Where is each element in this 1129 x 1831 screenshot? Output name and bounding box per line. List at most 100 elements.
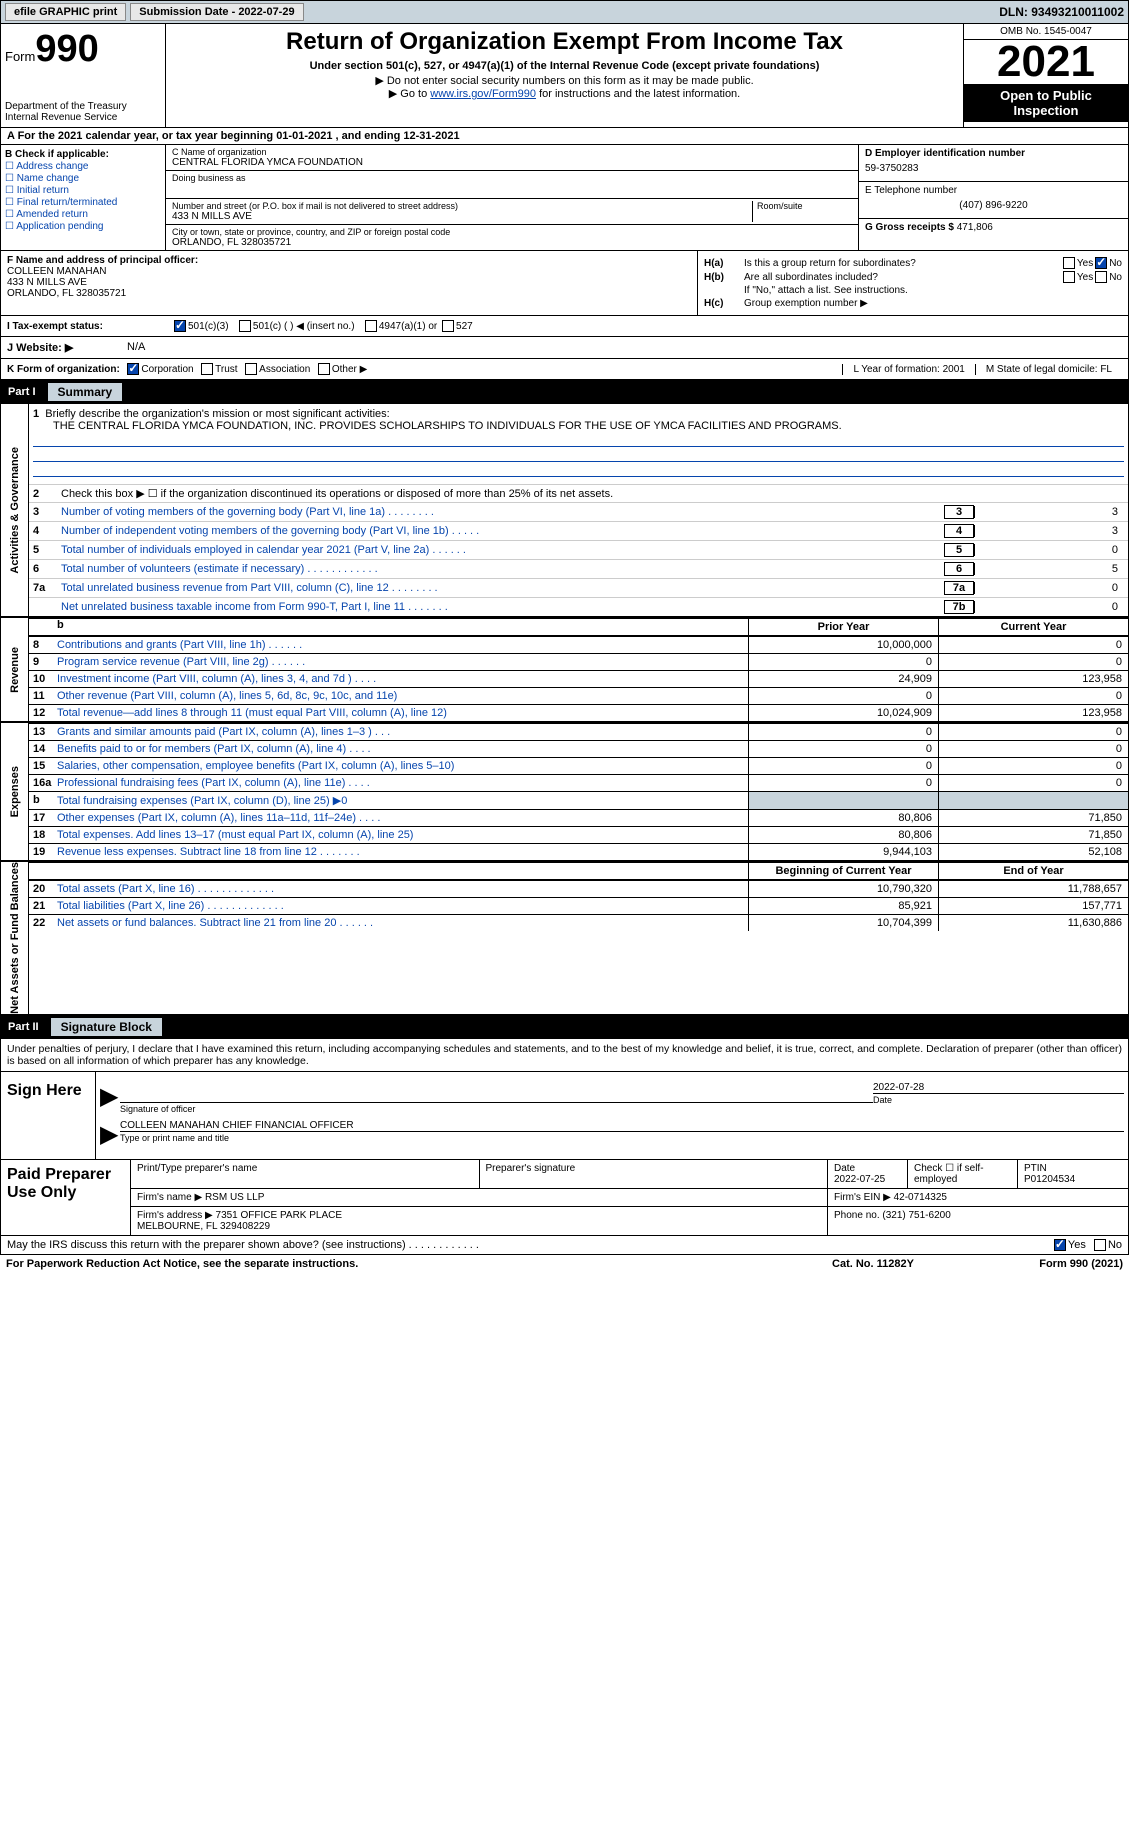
chk-address-change[interactable]: ☐ Address change	[5, 161, 161, 172]
dln-label: DLN: 93493210011002	[999, 5, 1124, 19]
chk-final-return[interactable]: ☐ Final return/terminated	[5, 197, 161, 208]
sig-date-lbl: Date	[873, 1093, 1124, 1105]
footer-right: Form 990 (2021)	[973, 1258, 1123, 1270]
prep-date: Date 2022-07-25	[828, 1160, 908, 1188]
org-name: CENTRAL FLORIDA YMCA FOUNDATION	[172, 157, 852, 168]
year-formation: L Year of formation: 2001	[842, 364, 974, 375]
summary-section: Activities & Governance 1 Briefly descri…	[0, 404, 1129, 1015]
sig-officer-lbl: Signature of officer	[120, 1102, 873, 1114]
dba-lbl: Doing business as	[172, 173, 852, 183]
hb-text: Are all subordinates included?	[744, 272, 1061, 283]
gross-value: 471,806	[957, 222, 993, 233]
org-name-box: C Name of organization CENTRAL FLORIDA Y…	[166, 145, 858, 171]
phone-box: E Telephone number (407) 896-9220	[859, 182, 1128, 219]
col-b-title: B Check if applicable:	[5, 149, 161, 160]
section-bcd: B Check if applicable: ☐ Address change …	[0, 145, 1129, 251]
topbar: efile GRAPHIC print Submission Date - 20…	[0, 0, 1129, 24]
goto-post: for instructions and the latest informat…	[536, 88, 740, 100]
opt-corp: Corporation	[141, 364, 193, 375]
data-line-18: 18Total expenses. Add lines 13–17 (must …	[29, 826, 1128, 843]
row-k-form-org: K Form of organization: Corporation Trus…	[0, 359, 1129, 380]
gross-box: G Gross receipts $ 471,806	[859, 219, 1128, 236]
row-i-tax-status: I Tax-exempt status: 501(c)(3) 501(c) ( …	[0, 316, 1129, 337]
data-line-b: bTotal fundraising expenses (Part IX, co…	[29, 791, 1128, 809]
ein-value: 59-3750283	[865, 159, 1122, 178]
subtitle-2: ▶ Do not enter social security numbers o…	[170, 74, 959, 87]
data-line-21: 21Total liabilities (Part X, line 26) . …	[29, 897, 1128, 914]
form-number: Form990	[5, 28, 161, 71]
chk-assoc[interactable]	[245, 363, 257, 375]
data-line-20: 20Total assets (Part X, line 16) . . . .…	[29, 880, 1128, 897]
irs-label: Internal Revenue Service	[5, 112, 161, 123]
chk-name-change[interactable]: ☐ Name change	[5, 173, 161, 184]
open-to-public: Open to Public Inspection	[964, 84, 1128, 122]
org-name-lbl: C Name of organization	[172, 147, 852, 157]
discuss-yes[interactable]	[1054, 1239, 1066, 1251]
netassets-header: Beginning of Current YearEnd of Year	[29, 862, 1128, 880]
data-line-11: 11Other revenue (Part VIII, column (A), …	[29, 687, 1128, 704]
side-netassets: Net Assets or Fund Balances	[1, 862, 29, 1014]
city-lbl: City or town, state or province, country…	[172, 227, 852, 237]
line7b: Net unrelated business taxable income fr…	[29, 597, 1128, 616]
opt-4947: 4947(a)(1) or	[379, 321, 437, 332]
prep-name-lbl: Print/Type preparer's name	[131, 1160, 480, 1188]
side-revenue: Revenue	[1, 618, 29, 721]
discuss-row: May the IRS discuss this return with the…	[0, 1236, 1129, 1255]
subtitle-1: Under section 501(c), 527, or 4947(a)(1)…	[170, 60, 959, 72]
part2-title: Signature Block	[51, 1018, 162, 1036]
opt-other: Other ▶	[332, 364, 367, 375]
paid-preparer-block: Paid Preparer Use Only Print/Type prepar…	[0, 1160, 1129, 1236]
signature-intro: Under penalties of perjury, I declare th…	[0, 1039, 1129, 1072]
chk-501c[interactable]	[239, 320, 251, 332]
line1-mission: 1 Briefly describe the organization's mi…	[29, 404, 1128, 484]
chk-501c3[interactable]	[174, 320, 186, 332]
chk-other[interactable]	[318, 363, 330, 375]
gross-lbl: G Gross receipts $	[865, 222, 954, 233]
chk-amended-return[interactable]: ☐ Amended return	[5, 209, 161, 220]
data-line-22: 22Net assets or fund balances. Subtract …	[29, 914, 1128, 931]
dba-box: Doing business as	[166, 171, 858, 199]
irs-link[interactable]: www.irs.gov/Form990	[430, 88, 536, 100]
chk-corp[interactable]	[127, 363, 139, 375]
data-line-8: 8Contributions and grants (Part VIII, li…	[29, 636, 1128, 653]
hb-yes[interactable]	[1063, 271, 1075, 283]
paid-preparer-label: Paid Preparer Use Only	[1, 1160, 131, 1235]
phone-value: (407) 896-9220	[865, 196, 1122, 215]
sig-name-lbl: Type or print name and title	[120, 1131, 1124, 1143]
data-line-9: 9Program service revenue (Part VIII, lin…	[29, 653, 1128, 670]
data-line-17: 17Other expenses (Part IX, column (A), l…	[29, 809, 1128, 826]
chk-initial-return[interactable]: ☐ Initial return	[5, 185, 161, 196]
prep-selfemployed: Check ☐ if self-employed	[908, 1160, 1018, 1188]
line5: 5Total number of individuals employed in…	[29, 540, 1128, 559]
sign-here-block: Sign Here ▶ Signature of officer 2022-07…	[0, 1072, 1129, 1160]
row-j-website: J Website: ▶ N/A	[0, 337, 1129, 359]
submission-date-button[interactable]: Submission Date - 2022-07-29	[130, 3, 303, 21]
line3: 3Number of voting members of the governi…	[29, 502, 1128, 521]
ha-yes[interactable]	[1063, 257, 1075, 269]
data-line-13: 13Grants and similar amounts paid (Part …	[29, 723, 1128, 740]
chk-527[interactable]	[442, 320, 454, 332]
form-header: Form990 Department of the Treasury Inter…	[0, 24, 1129, 128]
chk-4947[interactable]	[365, 320, 377, 332]
form-label: Form	[5, 49, 35, 64]
part2-num: Part II	[8, 1021, 39, 1033]
caret-icon: ▶	[100, 1082, 120, 1114]
addr-lbl: Number and street (or P.O. box if mail i…	[172, 201, 752, 211]
line7a: 7aTotal unrelated business revenue from …	[29, 578, 1128, 597]
hb-no[interactable]	[1095, 271, 1107, 283]
prep-sig-lbl: Preparer's signature	[480, 1160, 829, 1188]
chk-application-pending[interactable]: ☐ Application pending	[5, 221, 161, 232]
col-h-group: H(a)Is this a group return for subordina…	[698, 251, 1128, 315]
efile-print-button[interactable]: efile GRAPHIC print	[5, 3, 126, 21]
discuss-no[interactable]	[1094, 1239, 1106, 1251]
city-value: ORLANDO, FL 328035721	[172, 237, 852, 248]
form-title: Return of Organization Exempt From Incom…	[170, 28, 959, 56]
phone-lbl: E Telephone number	[865, 185, 1122, 196]
chk-trust[interactable]	[201, 363, 213, 375]
ha-no[interactable]	[1095, 257, 1107, 269]
prep-ptin: PTIN P01204534	[1018, 1160, 1128, 1188]
sign-here-label: Sign Here	[1, 1072, 96, 1159]
officer-name: COLLEEN MANAHAN	[7, 266, 691, 277]
header-left: Form990 Department of the Treasury Inter…	[1, 24, 166, 127]
state-domicile: M State of legal domicile: FL	[975, 364, 1122, 375]
